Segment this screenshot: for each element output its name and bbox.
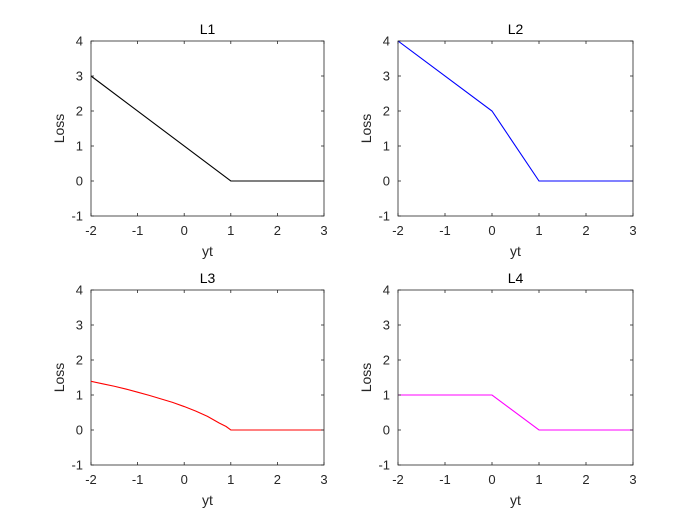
x-tick-label: -1 <box>132 223 144 238</box>
y-tick-label: 4 <box>383 283 390 298</box>
y-tick-label: 2 <box>76 104 83 119</box>
x-tick-label: -2 <box>392 472 404 487</box>
x-tick-label: 0 <box>488 223 495 238</box>
y-tick-label: -1 <box>71 458 83 473</box>
series-line-2-1 <box>398 41 633 182</box>
y-tick-label: 1 <box>76 139 83 154</box>
y-tick-label: 1 <box>383 139 390 154</box>
x-tick-label: -2 <box>392 223 404 238</box>
x-tick-label: 2 <box>582 472 589 487</box>
x-tick-label: 1 <box>535 223 542 238</box>
y-tick-label: 0 <box>383 423 390 438</box>
x-tick-label: 3 <box>629 223 636 238</box>
x-axis-label: yt <box>202 243 213 259</box>
x-tick-label: 0 <box>181 223 188 238</box>
panel-title: L3 <box>200 270 216 286</box>
panel-title: L2 <box>508 21 524 37</box>
series-line-1-1 <box>91 75 324 182</box>
y-tick-label: 4 <box>76 34 83 49</box>
y-tick-label: 2 <box>383 353 390 368</box>
series-line-4-1 <box>398 394 633 431</box>
x-tick-label: 3 <box>320 223 327 238</box>
y-tick-label: 3 <box>383 318 390 333</box>
y-tick-label: 3 <box>383 69 390 84</box>
y-tick-label: 0 <box>76 174 83 189</box>
y-axis-label: Loss <box>51 363 67 393</box>
x-tick-label: 3 <box>629 472 636 487</box>
y-tick-label: 2 <box>383 104 390 119</box>
x-tick-label: 1 <box>227 223 234 238</box>
x-tick-label: -1 <box>439 223 451 238</box>
y-tick-label: 4 <box>383 34 390 49</box>
y-tick-label: 0 <box>383 174 390 189</box>
x-tick-label: -2 <box>85 472 97 487</box>
y-axis-label: Loss <box>358 114 374 144</box>
panel-title: L4 <box>508 270 524 286</box>
x-tick-label: -1 <box>439 472 451 487</box>
x-tick-label: 3 <box>320 472 327 487</box>
plot-area <box>397 289 634 466</box>
y-tick-label: 0 <box>76 423 83 438</box>
y-tick-label: 1 <box>76 388 83 403</box>
y-tick-label: -1 <box>71 209 83 224</box>
x-tick-label: 1 <box>227 472 234 487</box>
x-axis-label: yt <box>510 492 521 508</box>
y-axis-label: Loss <box>51 114 67 144</box>
x-tick-label: 0 <box>181 472 188 487</box>
y-tick-label: -1 <box>378 458 390 473</box>
x-axis-label: yt <box>202 492 213 508</box>
x-axis-label: yt <box>510 243 521 259</box>
y-tick-label: 4 <box>76 283 83 298</box>
panel-title: L1 <box>200 21 216 37</box>
x-tick-label: 2 <box>582 223 589 238</box>
plot-area <box>90 40 325 217</box>
x-tick-label: -1 <box>132 472 144 487</box>
x-tick-label: -2 <box>85 223 97 238</box>
y-tick-label: 2 <box>76 353 83 368</box>
x-tick-label: 1 <box>535 472 542 487</box>
y-tick-label: 3 <box>76 69 83 84</box>
y-tick-label: 3 <box>76 318 83 333</box>
plot-area <box>90 289 325 466</box>
y-tick-label: -1 <box>378 209 390 224</box>
y-axis-label: Loss <box>358 363 374 393</box>
series-line-3-1 <box>91 380 324 431</box>
x-tick-label: 2 <box>274 472 281 487</box>
x-tick-label: 0 <box>488 472 495 487</box>
x-tick-label: 2 <box>274 223 281 238</box>
y-tick-label: 1 <box>383 388 390 403</box>
